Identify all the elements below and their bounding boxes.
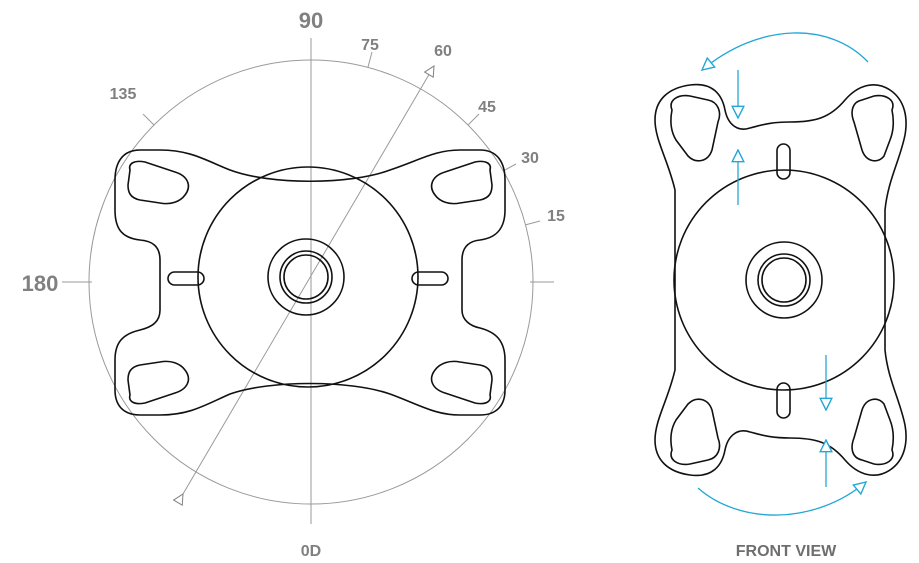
front-hub-inner-ring <box>761 257 807 303</box>
front-plate-outline <box>654 83 907 477</box>
hub-inner-ring <box>283 254 329 300</box>
tick-135 <box>142 113 155 126</box>
tick-75 <box>367 51 373 68</box>
front-view-caption: FRONT VIEW <box>736 543 837 560</box>
angle-label-45: 45 <box>478 99 496 116</box>
front-hub-middle-ring <box>757 253 811 307</box>
angle-label-30: 30 <box>521 150 539 167</box>
front-center-disc <box>673 169 895 391</box>
plate-outline <box>114 149 506 416</box>
center-disc <box>197 166 419 388</box>
front-slot-vertical-top <box>776 143 791 180</box>
angle-label-75: 75 <box>361 37 379 54</box>
front-hub-outer-ring <box>745 241 823 319</box>
tick-15 <box>524 220 541 226</box>
hub-outer-ring <box>267 238 345 316</box>
slot-top-left <box>127 160 190 205</box>
front-slot-top-left <box>670 94 721 162</box>
angle-label-0: 0D <box>301 543 321 560</box>
slot-bottom-left <box>127 360 190 405</box>
hub-middle-ring <box>279 250 333 304</box>
slot-top-right <box>430 160 493 205</box>
slot-horizontal-right <box>411 271 449 286</box>
angle-label-15: 15 <box>547 208 565 225</box>
rotation-arrow-top <box>702 32 869 70</box>
rotation-arrow-bottom <box>697 482 866 516</box>
front-slot-top-right <box>851 94 895 162</box>
left-view: 90 75 60 45 30 15 135 180 0D <box>22 8 565 560</box>
tick-30 <box>502 163 517 172</box>
front-slot-bottom-right <box>851 398 895 466</box>
angle-label-60: 60 <box>434 43 452 60</box>
tick-45 <box>467 113 480 126</box>
slot-horizontal-left <box>167 271 205 286</box>
slot-bottom-right <box>430 360 493 405</box>
angle-label-180: 180 <box>22 271 59 296</box>
angle-label-135: 135 <box>110 86 137 103</box>
axis-arrow-line <box>183 66 434 494</box>
front-slot-bottom-left <box>670 398 721 466</box>
angle-label-90: 90 <box>299 8 323 33</box>
front-view: FRONT VIEW <box>654 32 907 560</box>
front-slot-vertical-bottom <box>776 382 791 419</box>
